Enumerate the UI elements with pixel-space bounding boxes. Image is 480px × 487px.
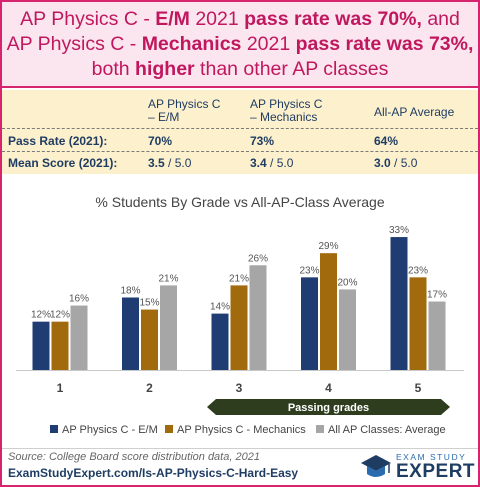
x-tick-label: 4: [325, 381, 332, 395]
data-label: 12%: [50, 310, 70, 321]
bar: [230, 285, 248, 370]
mean-score-average: 3.0 / 5.0: [374, 156, 418, 170]
column-header-mechanics: AP Physics C – Mechanics: [250, 97, 323, 124]
pass-rate-average: 64%: [374, 134, 399, 148]
bar: [51, 321, 69, 370]
table-divider: [2, 151, 478, 152]
bar: [122, 297, 139, 370]
legend-swatch: [316, 425, 324, 433]
data-label: 17%: [427, 290, 447, 301]
bar: [320, 253, 337, 370]
column-header-em: AP Physics C – E/M: [148, 97, 221, 124]
pass-rate-mechanics: 73%: [250, 134, 275, 148]
data-label: 18%: [120, 285, 140, 296]
bar: [160, 285, 177, 370]
bar: [211, 313, 229, 370]
headline-line-2: AP Physics C - Mechanics 2021 pass rate …: [6, 33, 474, 55]
legend-label: All AP Classes: Average: [328, 424, 446, 436]
bar: [339, 289, 356, 370]
legend-swatch: [165, 425, 173, 433]
data-label: 26%: [248, 253, 268, 264]
data-label: 21%: [229, 273, 249, 284]
data-label: 14%: [210, 302, 230, 313]
table-divider: [2, 128, 478, 129]
x-tick-label: 5: [415, 381, 422, 395]
data-label: 29%: [318, 241, 338, 252]
data-label: 12%: [31, 310, 51, 321]
source-url[interactable]: ExamStudyExpert.com/Is-AP-Physics-C-Hard…: [8, 466, 299, 480]
data-label: 23%: [299, 265, 319, 276]
x-tick-label: 3: [236, 381, 243, 395]
data-label: 21%: [158, 273, 178, 284]
passing-grades-arrow: [207, 399, 450, 415]
bar: [32, 321, 50, 370]
bar: [70, 305, 88, 370]
bar: [390, 237, 408, 370]
bar: [301, 277, 318, 370]
legend-label: AP Physics C - Mechanics: [177, 424, 306, 436]
bar: [409, 277, 427, 370]
bar: [141, 309, 158, 370]
grade-distribution-chart: 12%12% 16% 1 18% 15% 21% 2 14% 21% 26% 3 23% 29% 20% 4…: [16, 225, 464, 436]
passing-grades-label: Passing grades: [288, 402, 369, 414]
data-label: 20%: [337, 277, 357, 288]
headline: AP Physics C - E/M 2021 pass rate was 70…: [2, 2, 478, 88]
legend-label: AP Physics C - E/M: [62, 424, 158, 436]
pass-rate-em: 70%: [148, 134, 173, 148]
bar: [249, 265, 267, 370]
data-label: 33%: [389, 225, 409, 236]
bar: [428, 301, 446, 370]
data-label: 23%: [408, 265, 428, 276]
mean-score-mechanics: 3.4 / 5.0: [250, 156, 294, 170]
pass-rate-label: Pass Rate (2021):: [8, 134, 108, 148]
stats-table: AP Physics C – E/M AP Physics C – Mechan…: [2, 90, 478, 174]
data-label: 16%: [69, 294, 89, 305]
headline-line-3: both higher than other AP classes: [91, 58, 389, 80]
source-note: Source: College Board score distribution…: [8, 451, 260, 463]
data-label: 15%: [139, 298, 159, 309]
chart-title: % Students By Grade vs All-AP-Class Aver…: [95, 194, 385, 210]
mean-score-label: Mean Score (2021):: [8, 156, 118, 170]
headline-line-1: AP Physics C - E/M 2021 pass rate was 70…: [20, 8, 460, 30]
column-header-average: All-AP Average: [374, 105, 455, 119]
footer-divider: [2, 448, 478, 449]
legend-swatch: [50, 425, 58, 433]
mean-score-em: 3.5 / 5.0: [148, 156, 192, 170]
exam-study-expert-logo: EXAM STUDY EXPERT: [360, 450, 476, 484]
x-tick-label: 1: [57, 381, 64, 395]
x-tick-label: 2: [146, 381, 153, 395]
graduation-cap-icon: [361, 455, 391, 477]
